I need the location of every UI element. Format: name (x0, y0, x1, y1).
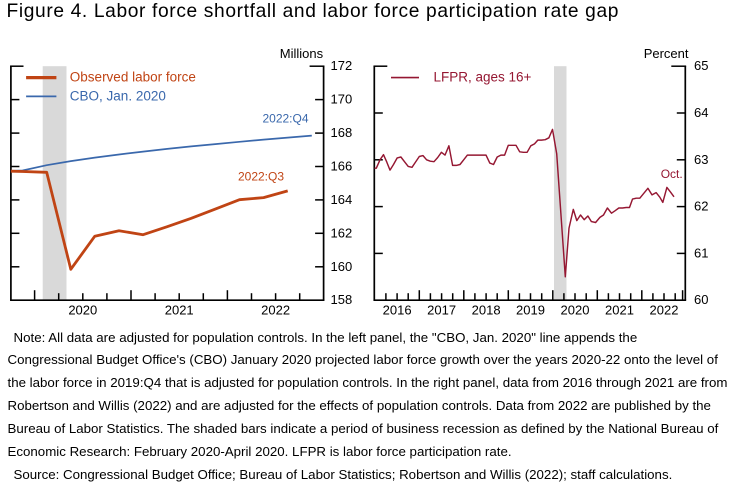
svg-text:2021: 2021 (165, 303, 194, 318)
svg-text:2020: 2020 (561, 303, 590, 318)
svg-text:160: 160 (331, 259, 353, 274)
svg-text:Millions: Millions (280, 46, 324, 61)
svg-text:2017: 2017 (427, 303, 456, 318)
svg-text:LFPR, ages 16+: LFPR, ages 16+ (434, 70, 532, 85)
svg-text:168: 168 (331, 125, 353, 140)
svg-text:2022: 2022 (261, 303, 290, 318)
svg-text:162: 162 (331, 225, 353, 240)
svg-text:Percent: Percent (644, 46, 689, 61)
svg-text:64: 64 (694, 105, 708, 120)
svg-text:Observed labor force: Observed labor force (70, 70, 196, 85)
svg-text:164: 164 (331, 192, 353, 207)
svg-text:158: 158 (331, 292, 353, 307)
svg-text:62: 62 (694, 199, 708, 214)
svg-text:2019: 2019 (516, 303, 545, 318)
svg-text:63: 63 (694, 152, 708, 167)
svg-text:172: 172 (331, 58, 353, 73)
svg-text:2020: 2020 (68, 303, 97, 318)
svg-text:170: 170 (331, 92, 353, 107)
svg-text:2021: 2021 (605, 303, 634, 318)
svg-text:Oct.: Oct. (661, 167, 683, 181)
svg-text:2022:Q4: 2022:Q4 (262, 111, 308, 125)
svg-text:65: 65 (694, 58, 708, 73)
svg-text:60: 60 (694, 292, 708, 307)
svg-text:2018: 2018 (472, 303, 501, 318)
svg-text:CBO, Jan. 2020: CBO, Jan. 2020 (70, 88, 166, 103)
svg-text:2022: 2022 (650, 303, 679, 318)
svg-text:166: 166 (331, 159, 353, 174)
svg-text:2016: 2016 (383, 303, 412, 318)
svg-text:61: 61 (694, 245, 708, 260)
svg-text:2022:Q3: 2022:Q3 (238, 169, 284, 183)
